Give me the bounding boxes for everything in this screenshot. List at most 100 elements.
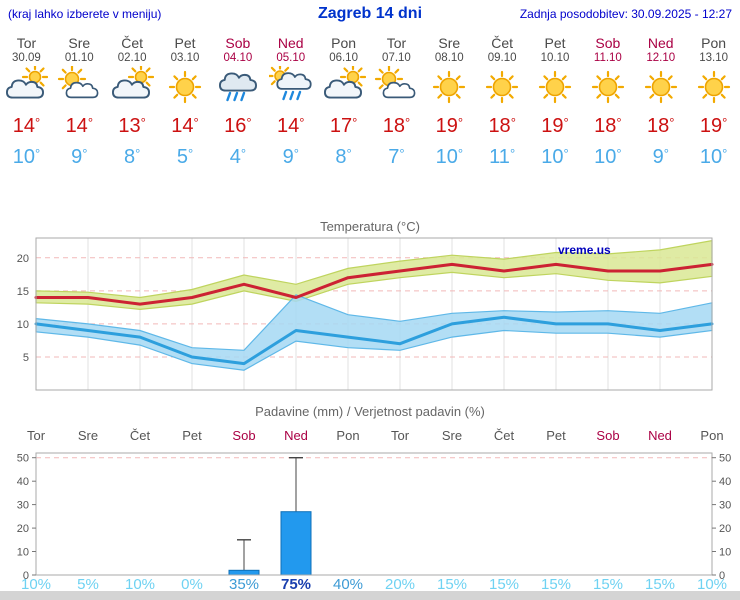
precip-day-label: Sre bbox=[77, 428, 99, 443]
svg-text:0: 0 bbox=[23, 570, 29, 582]
low-temperature: 10° bbox=[12, 146, 41, 168]
high-temperature: 18° bbox=[488, 115, 516, 137]
day-column: Ned 05.10 14° 9° bbox=[264, 30, 317, 176]
high-temperature: 13° bbox=[118, 115, 146, 137]
precipitation-probability-row: 10% 5% 10% 0% 35% 75% 40% 20% 15% 15% 15% 15% 15% 10% bbox=[0, 576, 740, 594]
svg-text:5: 5 bbox=[23, 352, 29, 364]
precip-probability: 5% bbox=[77, 576, 99, 593]
high-temperature: 14° bbox=[12, 115, 41, 137]
precip-probability: 15% bbox=[540, 576, 572, 593]
temperature-chart: 5 10 15 20 vreme.us bbox=[17, 237, 714, 391]
footer-bar bbox=[0, 591, 740, 600]
day-column: Pon 13.10 19° 10° bbox=[687, 30, 740, 176]
day-name: Pon bbox=[331, 35, 357, 51]
precip-probability: 20% bbox=[384, 576, 416, 593]
precip-day-label: Tor bbox=[390, 428, 410, 443]
precip-probability: 10% bbox=[20, 576, 52, 593]
day-column: Tor 07.10 18° 7° bbox=[370, 30, 423, 176]
day-name: Sob bbox=[225, 35, 251, 51]
day-name: Pon bbox=[701, 35, 727, 51]
high-temperature: 18° bbox=[647, 115, 675, 137]
day-column: Čet 02.10 13° 8° bbox=[106, 30, 159, 176]
svg-text:20: 20 bbox=[17, 253, 29, 265]
day-name: Sob bbox=[595, 35, 621, 51]
low-temperature: 7° bbox=[388, 146, 405, 168]
high-temperature: 17° bbox=[329, 115, 358, 137]
day-column: Sob 04.10 16° 4° bbox=[211, 30, 264, 176]
precip-probability: 35% bbox=[228, 576, 260, 593]
precipitation-day-labels: Tor Sre Čet Pet Sob Ned Pon Tor Sre Čet Pet Sob Ned P… bbox=[0, 428, 740, 444]
weather-icon-sunny bbox=[581, 66, 634, 112]
day-column: Pet 10.10 19° 10° bbox=[529, 30, 582, 176]
precip-probability: 15% bbox=[436, 576, 468, 593]
high-temperature: 14° bbox=[171, 115, 199, 137]
menu-hint-text: (kraj lahko izberete v meniju) bbox=[8, 7, 162, 21]
precip-day-label: Sob bbox=[232, 428, 256, 443]
day-date: 11.10 bbox=[593, 52, 622, 64]
svg-text:15: 15 bbox=[17, 286, 29, 298]
svg-text:50: 50 bbox=[17, 453, 29, 465]
weather-icon-sunny bbox=[529, 66, 582, 112]
day-date: 07.10 bbox=[382, 52, 411, 64]
high-temperature: 18° bbox=[594, 115, 622, 137]
day-column: Pet 03.10 14° 5° bbox=[159, 30, 212, 176]
weather-icon-rain-sun bbox=[264, 63, 317, 112]
svg-text:20: 20 bbox=[719, 523, 731, 535]
precip-probability: 10% bbox=[124, 576, 156, 593]
page-title: Zagreb 14 dni bbox=[317, 5, 423, 22]
day-name: Pet bbox=[544, 35, 566, 51]
low-temperature: 5° bbox=[176, 146, 194, 168]
precip-probability: 15% bbox=[592, 576, 624, 593]
svg-text:30: 30 bbox=[17, 500, 29, 512]
day-name: Sre bbox=[68, 35, 91, 51]
precip-probability: 10% bbox=[696, 576, 728, 593]
forecast-strip: Tor 30.09 14° 10° Sre 01.10 14° 9° Čet 02.10 13° 8°… bbox=[0, 30, 740, 176]
day-date: 02.10 bbox=[117, 52, 147, 64]
day-date: 10.10 bbox=[540, 52, 570, 64]
svg-text:40: 40 bbox=[17, 476, 29, 488]
high-temperature: 14° bbox=[277, 115, 305, 137]
low-temperature: 11° bbox=[489, 146, 516, 168]
precip-day-label: Sre bbox=[441, 428, 463, 443]
day-date: 03.10 bbox=[170, 52, 200, 64]
day-name: Ned bbox=[277, 35, 304, 51]
day-date: 01.10 bbox=[64, 52, 94, 64]
low-temperature: 10° bbox=[435, 146, 464, 168]
precip-probability: 40% bbox=[332, 576, 364, 593]
precip-probability: 75% bbox=[280, 576, 312, 593]
precip-probability: 0% bbox=[181, 576, 203, 593]
day-name: Tor bbox=[16, 35, 37, 51]
low-temperature: 10° bbox=[541, 146, 569, 168]
svg-text:10: 10 bbox=[719, 547, 731, 559]
weather-icon-sunny bbox=[423, 66, 476, 112]
precip-probability: 15% bbox=[644, 576, 676, 593]
high-temperature: 19° bbox=[435, 115, 464, 137]
weather-icon-rain bbox=[211, 66, 264, 112]
day-date: 12.10 bbox=[646, 52, 676, 64]
precip-probability: 15% bbox=[488, 576, 520, 593]
low-temperature: 10° bbox=[594, 146, 622, 168]
high-temperature: 16° bbox=[224, 115, 252, 137]
day-date: 13.10 bbox=[699, 52, 728, 64]
day-date: 04.10 bbox=[223, 52, 253, 64]
precip-day-label: Pet bbox=[182, 428, 202, 443]
day-name: Ned bbox=[647, 35, 674, 51]
high-temperature: 19° bbox=[699, 115, 728, 137]
precip-day-label: Pon bbox=[336, 428, 360, 443]
weather-icon-partly-sunny bbox=[53, 64, 106, 112]
day-column: Sre 01.10 14° 9° bbox=[53, 30, 106, 176]
day-date: 08.10 bbox=[434, 52, 464, 64]
day-column: Ned 12.10 18° 9° bbox=[634, 30, 687, 176]
low-temperature: 8° bbox=[335, 146, 352, 168]
svg-text:10: 10 bbox=[17, 319, 29, 331]
precip-day-label: Pon bbox=[700, 428, 724, 443]
day-column: Pon 06.10 17° 8° bbox=[317, 30, 370, 176]
svg-text:40: 40 bbox=[719, 476, 731, 488]
precipitation-chart: 0 0 10 10 20 20 30 30 40 40 50 50 bbox=[17, 452, 731, 582]
day-column: Čet 09.10 18° 11° bbox=[476, 30, 529, 176]
precip-day-label: Pet bbox=[546, 428, 566, 443]
precip-day-label: Čet bbox=[129, 428, 151, 443]
day-column: Sre 08.10 19° 10° bbox=[423, 30, 476, 176]
svg-text:30: 30 bbox=[719, 500, 731, 512]
low-temperature: 4° bbox=[229, 146, 247, 168]
